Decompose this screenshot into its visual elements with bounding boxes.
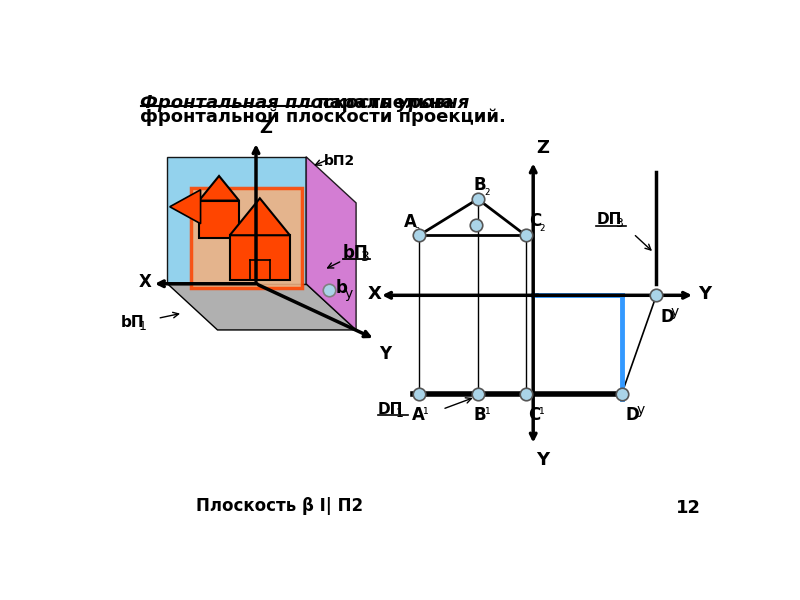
- Polygon shape: [170, 190, 201, 224]
- Text: Z: Z: [259, 119, 272, 137]
- Polygon shape: [199, 176, 239, 200]
- Text: ₂: ₂: [414, 223, 420, 237]
- Text: bП: bП: [343, 244, 369, 262]
- Polygon shape: [167, 157, 306, 284]
- Text: D: D: [660, 308, 674, 326]
- Text: bП: bП: [122, 315, 145, 330]
- Text: Фронтальная плоскость уровня: Фронтальная плоскость уровня: [141, 94, 470, 112]
- Text: B: B: [474, 406, 486, 424]
- Text: 12: 12: [676, 499, 702, 517]
- Text: D: D: [626, 406, 639, 424]
- Text: y: y: [671, 305, 679, 319]
- Text: Y: Y: [379, 346, 391, 364]
- Text: C: C: [530, 212, 542, 230]
- Text: X: X: [368, 285, 382, 303]
- Polygon shape: [167, 284, 356, 330]
- Polygon shape: [306, 157, 356, 330]
- Polygon shape: [190, 187, 302, 287]
- Text: ₁: ₁: [484, 403, 490, 417]
- Text: 1: 1: [139, 320, 147, 332]
- Text: фронтальной плоскости проекций.: фронтальной плоскости проекций.: [141, 108, 506, 126]
- Text: ₁: ₁: [422, 403, 427, 417]
- Text: Y: Y: [698, 285, 711, 303]
- Text: X: X: [139, 273, 152, 291]
- Text: DΠ: DΠ: [596, 212, 622, 227]
- Polygon shape: [230, 235, 290, 280]
- Text: параллельна: параллельна: [311, 94, 454, 112]
- Text: b: b: [335, 280, 347, 298]
- Text: ₁: ₁: [538, 403, 543, 417]
- Text: Плоскость β I| Π2: Плоскость β I| Π2: [195, 497, 362, 515]
- Text: A: A: [404, 212, 417, 230]
- Text: Y: Y: [536, 451, 550, 469]
- Text: y: y: [345, 287, 353, 301]
- Text: Z: Z: [536, 139, 549, 157]
- Text: A: A: [411, 406, 425, 424]
- Text: ₂: ₂: [539, 220, 545, 235]
- Text: DΠ: DΠ: [378, 402, 403, 417]
- Polygon shape: [199, 200, 239, 238]
- Text: C: C: [528, 406, 540, 424]
- Polygon shape: [230, 198, 290, 235]
- Text: ₂: ₂: [485, 184, 490, 198]
- Text: B: B: [474, 176, 486, 194]
- Text: 3: 3: [361, 250, 370, 264]
- Text: 3: 3: [615, 217, 622, 230]
- Text: bП2: bП2: [324, 154, 355, 169]
- Text: y: y: [636, 403, 645, 417]
- Text: 1: 1: [396, 407, 404, 419]
